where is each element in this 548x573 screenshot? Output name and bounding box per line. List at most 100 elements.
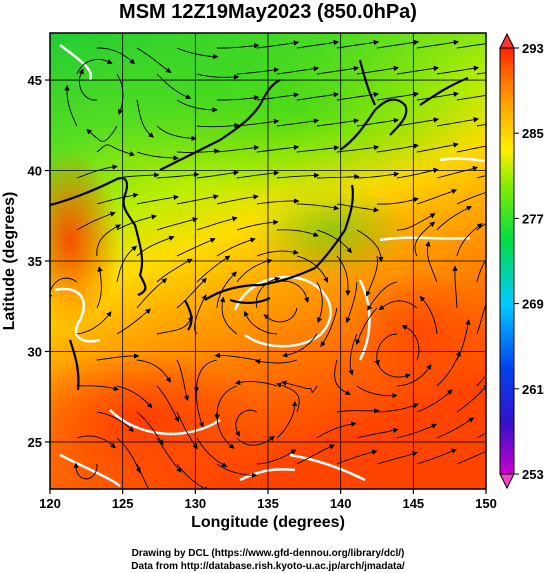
streamline-61 (316, 174, 360, 180)
streamline-29 (376, 91, 420, 101)
streamline-20 (436, 65, 480, 75)
streamline-36 (196, 122, 240, 129)
streamline-30 (416, 91, 460, 101)
streamline-139 (376, 359, 411, 379)
x-tick-label-1: 125 (112, 496, 134, 511)
warm-region-southwest (50, 350, 270, 489)
streamline-27 (296, 91, 340, 101)
streamline-35 (156, 125, 197, 141)
streamline-115 (263, 307, 298, 323)
streamline-43 (476, 123, 486, 127)
streamline-42 (436, 117, 479, 127)
streamline-170 (276, 400, 298, 439)
y-tick-label-0: 25 (28, 435, 42, 450)
streamline-91 (216, 237, 256, 257)
streamline-53 (456, 145, 486, 153)
x-tick-label-4: 140 (330, 496, 352, 511)
warm-region-west (50, 150, 120, 330)
streamline-96 (414, 221, 436, 257)
colorbar-scale (499, 47, 515, 475)
streamline-38 (276, 118, 320, 127)
map-title: MSM 12Z19May2023 (850.0hPa) (119, 1, 417, 23)
streamline-121 (76, 311, 112, 335)
x-tick-label-6: 150 (475, 496, 497, 511)
streamline-107 (367, 281, 398, 311)
streamline-4 (256, 40, 300, 49)
streamline-110 (96, 266, 103, 309)
streamline-6 (336, 39, 380, 49)
streamline-34 (86, 125, 118, 142)
streamline-178 (176, 463, 210, 489)
streamline-16 (276, 66, 320, 75)
colorbar-tick-label-1: 261 (522, 382, 544, 397)
colorbar-tick-label-0: 253 (522, 467, 544, 482)
streamline-21 (476, 72, 486, 75)
streamline-123 (156, 315, 193, 335)
streamline-172 (356, 427, 399, 439)
x-axis-ticks: 120 125 130 135 140 145 150 (39, 489, 497, 511)
streamline-88 (96, 224, 122, 257)
streamline-45 (136, 151, 179, 161)
colorbar-ticks: 253 261 269 277 285 293 (514, 41, 544, 482)
streamline-80 (196, 216, 238, 231)
plot-area (50, 33, 486, 489)
x-tick-label-0: 120 (39, 496, 61, 511)
streamline-3 (216, 43, 260, 49)
coast-kyushu-shikoku (184, 297, 271, 331)
streamline-147 (214, 385, 238, 420)
colorbar-tick-label-2: 269 (522, 297, 544, 312)
streamline-131 (476, 293, 486, 335)
coast-honshu (204, 184, 354, 301)
streamline-174 (436, 417, 475, 439)
streamline-93 (296, 255, 329, 283)
streamline-83 (316, 229, 352, 254)
streamline-154 (96, 411, 134, 432)
cool-region-north (100, 33, 486, 200)
y-tick-label-3: 40 (28, 164, 42, 179)
streamline-62 (356, 171, 400, 179)
streamline-9 (456, 43, 486, 49)
streamline-84 (356, 229, 384, 263)
streamline-143 (76, 385, 120, 392)
streamline-173 (396, 423, 438, 439)
streamline-11 (76, 58, 113, 75)
streamline-5 (296, 39, 340, 49)
streamline-138 (334, 359, 351, 395)
streamline-150 (356, 385, 398, 399)
colorbar: 253 261 269 277 285 293 (499, 32, 544, 490)
streamline-135 (193, 359, 218, 393)
streamline-104 (276, 280, 310, 303)
streamline-167 (156, 437, 182, 473)
streamline-159 (275, 382, 300, 413)
streamline-79 (156, 217, 199, 231)
streamline-101 (156, 258, 193, 283)
coast-korea-manchuria (50, 177, 147, 297)
streamline-149 (281, 380, 318, 394)
coast-taiwan (68, 339, 80, 391)
x-tick-label-2: 130 (184, 496, 206, 511)
streamline-109 (476, 258, 486, 283)
streamline-74 (416, 188, 458, 205)
streamline-106 (345, 281, 358, 324)
streamline-103 (236, 258, 273, 283)
streamline-183 (376, 451, 418, 465)
streamline-75 (456, 191, 486, 205)
streamline-157 (216, 411, 235, 449)
streamline-168 (196, 437, 228, 468)
streamline-127 (281, 333, 318, 358)
streamline-73 (376, 196, 420, 205)
streamline-140 (401, 325, 420, 361)
credit-drawing: Drawing by DCL (https://www.gfd-dennou.o… (132, 548, 405, 559)
y-tick-label-2: 35 (28, 254, 42, 269)
streamline-158 (234, 409, 258, 437)
streamline-68 (176, 194, 219, 205)
streamline-124 (194, 294, 207, 335)
streamline-82 (276, 229, 319, 237)
streamline-151 (396, 363, 432, 387)
streamline-160 (336, 408, 380, 414)
streamline-41 (396, 117, 440, 127)
streamline-52 (416, 142, 459, 153)
credit-data: Data from http://database.rish.kyoto-u.a… (131, 561, 405, 572)
streamline-185 (456, 450, 486, 465)
